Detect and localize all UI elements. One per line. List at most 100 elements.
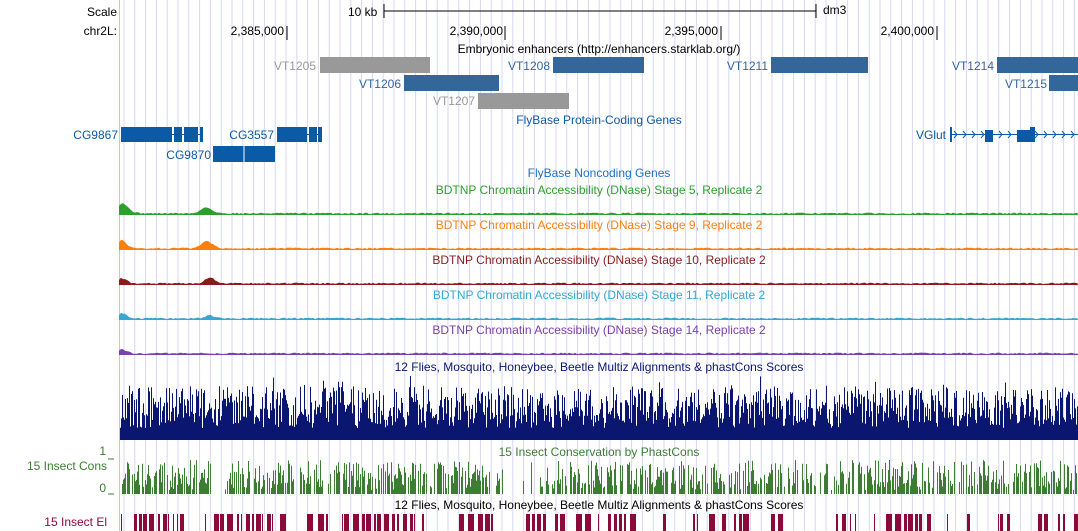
track-title-phastcons[interactable]: 15 Insect Conservation by PhastCons xyxy=(498,445,700,459)
conserved-element xyxy=(709,514,715,531)
phastcons-axis-ticks xyxy=(108,458,114,495)
gene-label-cg9870[interactable]: CG9870 xyxy=(166,148,211,162)
track-title-dnase-stage11[interactable]: BDTNP Chromatin Accessibility (DNase) St… xyxy=(432,288,766,302)
conserved-element xyxy=(585,514,591,531)
enhancer-block xyxy=(1049,75,1078,91)
conserved-element xyxy=(998,514,999,531)
enhancer-label-vt1214[interactable]: VT1214 xyxy=(951,59,994,73)
gene-exon xyxy=(985,130,993,142)
track-title-noncoding[interactable]: FlyBase Noncoding Genes xyxy=(527,166,671,180)
conserved-element xyxy=(850,514,851,531)
conserved-element xyxy=(205,514,206,531)
gene-exon xyxy=(277,127,307,142)
conserved-element xyxy=(743,514,749,531)
conserved-element xyxy=(374,514,376,531)
grid-lines xyxy=(123,0,1075,531)
enhancer-block xyxy=(553,57,644,73)
gene-exon xyxy=(950,127,952,142)
conserved-element xyxy=(874,514,875,531)
conserved-element xyxy=(267,514,271,531)
enhancer-label-vt1206[interactable]: VT1206 xyxy=(358,77,401,91)
position-label: 2,390,000 xyxy=(449,24,503,38)
conserved-element xyxy=(422,514,424,531)
dnase-signal xyxy=(119,239,1078,249)
gene-exon xyxy=(184,127,198,142)
phastcons-side-label[interactable]: 15 Insect Cons xyxy=(26,459,107,473)
conserved-element xyxy=(227,514,233,531)
phastcons-bars xyxy=(122,460,1077,494)
multiz-bars xyxy=(120,376,1078,440)
enhancer-label-vt1208[interactable]: VT1208 xyxy=(507,59,550,73)
gene-exon xyxy=(318,127,322,142)
gene-label-cg3557[interactable]: CG3557 xyxy=(229,128,274,142)
dnase-signal xyxy=(119,203,1078,214)
gene-exon xyxy=(200,127,203,142)
conserved-element xyxy=(377,514,381,531)
track-title-dnase-stage14[interactable]: BDTNP Chromatin Accessibility (DNase) St… xyxy=(432,323,766,337)
conserved-element xyxy=(485,514,490,531)
conserved-element xyxy=(778,514,783,531)
enhancer-block xyxy=(997,57,1078,73)
conserved-element xyxy=(143,514,147,531)
conserved-element xyxy=(392,514,395,531)
conserved-element xyxy=(555,514,558,531)
chrom-label: chr2L: xyxy=(83,24,117,38)
conserved-element xyxy=(149,514,154,531)
enhancer-label-vt1215[interactable]: VT1215 xyxy=(1004,77,1047,91)
enhancer-label-vt1211[interactable]: VT1211 xyxy=(726,59,768,73)
enhancer-label-vt1205[interactable]: VT1205 xyxy=(273,59,316,73)
conserved-element xyxy=(1058,514,1060,531)
conserved-element xyxy=(139,514,142,531)
track-title-multiz[interactable]: 12 Flies, Mosquito, Honeybee, Beetle Mul… xyxy=(394,360,804,374)
conserved-element xyxy=(237,514,239,531)
conserved-element xyxy=(134,514,137,531)
gene-exon xyxy=(1017,130,1031,142)
conserved-element xyxy=(262,514,263,531)
enhancer-label-vt1207[interactable]: VT1207 xyxy=(432,94,475,108)
conserved-element xyxy=(919,514,922,531)
conserved-element xyxy=(168,514,169,531)
enhancer-block xyxy=(771,57,868,73)
elements-side-label[interactable]: 15 Insect El xyxy=(44,515,107,529)
conserved-element xyxy=(619,514,622,531)
conserved-element xyxy=(252,514,254,531)
conserved-element xyxy=(886,514,892,531)
conserved-element xyxy=(693,514,695,531)
dnase-signal xyxy=(119,277,1078,284)
scale-value: 10 kb xyxy=(348,5,378,19)
conserved-element xyxy=(576,514,582,531)
track-title-dnase-stage5[interactable]: BDTNP Chromatin Accessibility (DNase) St… xyxy=(435,183,763,197)
track-title-elements[interactable]: 12 Flies, Mosquito, Honeybee, Beetle Mul… xyxy=(394,498,804,512)
conserved-element xyxy=(842,514,846,531)
conserved-element xyxy=(397,514,399,531)
dnase-signal xyxy=(119,349,1078,354)
track-title-dnase-stage9[interactable]: BDTNP Chromatin Accessibility (DNase) St… xyxy=(435,218,763,232)
conserved-element xyxy=(1000,514,1003,531)
conserved-element xyxy=(403,514,407,531)
track-title-enhancers[interactable]: Embryonic enhancers (http://enhancers.st… xyxy=(457,42,741,56)
position-label: 2,385,000 xyxy=(230,24,284,38)
conserved-element xyxy=(220,514,224,531)
track-title-genes[interactable]: FlyBase Protein-Coding Genes xyxy=(516,113,682,127)
conserved-element xyxy=(630,514,636,531)
conserved-element xyxy=(173,514,174,531)
track-title-dnase-stage10[interactable]: BDTNP Chromatin Accessibility (DNase) St… xyxy=(432,253,766,267)
conserved-element xyxy=(1074,514,1078,531)
gene-label-cg9867[interactable]: CG9867 xyxy=(73,128,118,142)
conserved-element xyxy=(739,514,742,531)
conserved-element xyxy=(246,514,250,531)
conserved-element xyxy=(526,514,530,531)
conserved-element xyxy=(272,514,273,531)
conserved-element xyxy=(121,514,122,531)
gene-exon xyxy=(1030,127,1035,142)
conserved-element xyxy=(362,514,365,531)
gene-label-vglut[interactable]: VGlut xyxy=(915,128,946,142)
conserved-element xyxy=(256,514,261,531)
conserved-element xyxy=(366,514,371,531)
conserved-element xyxy=(904,514,907,531)
conserved-element xyxy=(414,514,415,531)
conserved-element xyxy=(697,514,698,531)
conserved-element xyxy=(624,514,626,531)
